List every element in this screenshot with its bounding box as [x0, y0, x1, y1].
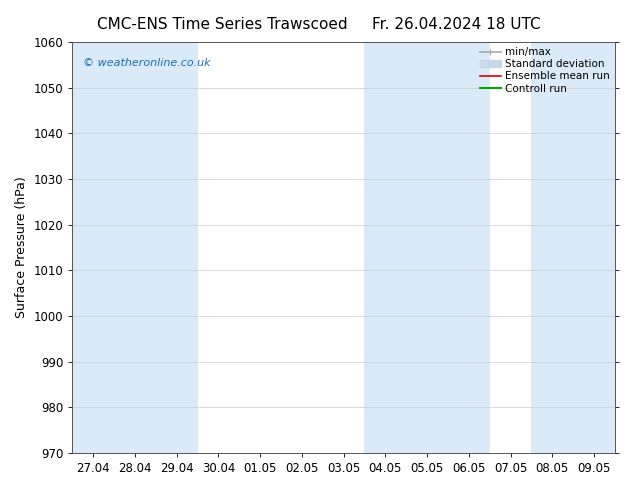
- Bar: [406, 42, 448, 453]
- Y-axis label: Surface Pressure (hPa): Surface Pressure (hPa): [15, 176, 28, 318]
- Bar: [531, 42, 573, 453]
- Bar: [114, 42, 156, 453]
- Bar: [365, 42, 406, 453]
- Text: © weatheronline.co.uk: © weatheronline.co.uk: [83, 58, 211, 69]
- Text: CMC-ENS Time Series Trawscoed: CMC-ENS Time Series Trawscoed: [96, 17, 347, 32]
- Bar: [156, 42, 198, 453]
- Text: Fr. 26.04.2024 18 UTC: Fr. 26.04.2024 18 UTC: [372, 17, 541, 32]
- Legend: min/max, Standard deviation, Ensemble mean run, Controll run: min/max, Standard deviation, Ensemble me…: [478, 45, 612, 96]
- Bar: [72, 42, 114, 453]
- Bar: [573, 42, 615, 453]
- Bar: [448, 42, 489, 453]
